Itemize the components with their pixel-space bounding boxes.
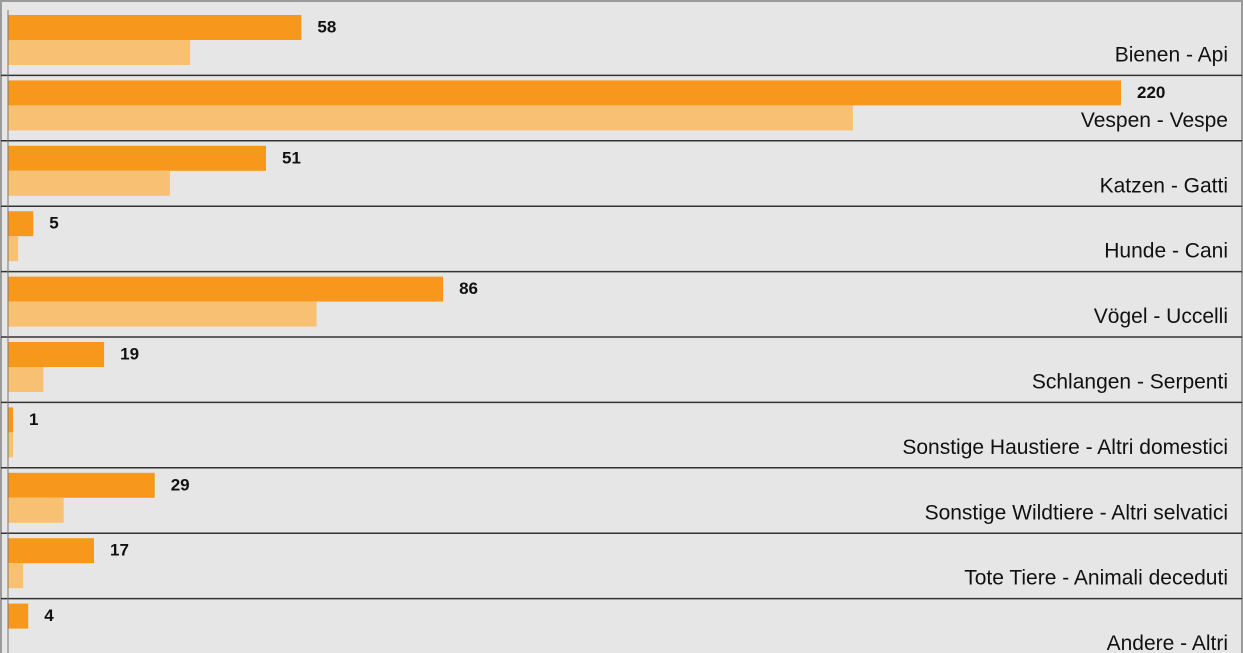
category-label: Bienen - Api (1115, 44, 1228, 67)
category-label: Katzen - Gatti (1100, 174, 1228, 197)
value-label: 51 (282, 148, 301, 167)
value-label: 29 (171, 475, 190, 494)
category-label: Vögel - Uccelli (1094, 305, 1228, 328)
value-label: 19 (120, 344, 139, 363)
bar (8, 80, 1121, 106)
value-label: 5 (49, 214, 58, 233)
value-label: 1 (29, 410, 38, 429)
bar (8, 563, 24, 589)
category-label: Vespen - Vespe (1081, 109, 1228, 132)
bar (8, 497, 64, 523)
category-label: Andere - Altri (1107, 632, 1228, 653)
bar (8, 211, 34, 237)
bar (8, 407, 14, 433)
bar (8, 301, 317, 327)
value-label: 86 (459, 279, 478, 298)
category-label: Tote Tiere - Animali deceduti (964, 567, 1228, 590)
bar (8, 105, 853, 131)
value-label: 220 (1137, 83, 1165, 102)
value-label: 17 (110, 541, 129, 560)
bar (8, 603, 29, 629)
bar (8, 538, 95, 564)
category-label: Hunde - Cani (1104, 240, 1228, 263)
category-label: Schlangen - Serpenti (1032, 371, 1228, 394)
value-label: 4 (44, 606, 54, 625)
bar (8, 276, 444, 302)
category-label: Sonstige Wildtiere - Altri selvatici (925, 501, 1228, 524)
bar (8, 472, 155, 498)
bar (8, 367, 44, 392)
bar (8, 15, 302, 40)
bar (8, 236, 19, 262)
category-label: Sonstige Haustiere - Altri domestici (902, 436, 1228, 459)
bar (8, 432, 14, 458)
value-label: 58 (317, 17, 336, 36)
bar (8, 170, 170, 196)
bar (8, 342, 105, 367)
bar (8, 40, 191, 65)
bar (8, 145, 267, 171)
